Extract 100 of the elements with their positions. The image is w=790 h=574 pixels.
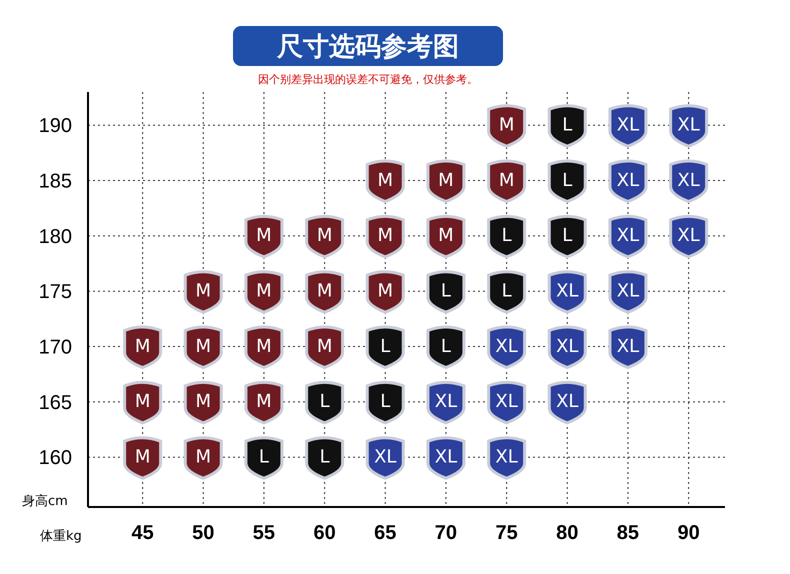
text: M <box>378 225 394 246</box>
point <box>305 380 344 424</box>
chart-title: 尺寸选码参考图 <box>276 32 459 62</box>
series-label: XL <box>616 170 640 191</box>
y-tick-label: 170 <box>38 336 72 359</box>
point <box>184 436 223 480</box>
point <box>184 380 223 424</box>
point <box>366 214 405 258</box>
text: L <box>502 280 512 302</box>
text: XL <box>434 446 458 468</box>
y-tick-label: 180 <box>38 226 72 248</box>
point <box>184 270 223 314</box>
x-axis-title: 体重kg <box>40 529 82 544</box>
y-tick-label: 185 <box>38 170 72 193</box>
text: L <box>258 446 269 468</box>
text: M <box>196 280 212 302</box>
y-axis-title: 身高cm <box>22 493 68 509</box>
point <box>366 270 405 314</box>
text: M <box>256 280 272 302</box>
text: M <box>316 225 332 246</box>
point <box>244 380 284 424</box>
text: XL <box>495 391 518 412</box>
text: XL <box>556 391 578 412</box>
y-tick-label: 165 <box>38 392 72 414</box>
text: M <box>256 391 272 412</box>
point <box>123 380 162 424</box>
point <box>244 436 284 480</box>
point <box>305 270 344 314</box>
y-tick-label: 190 <box>38 115 72 138</box>
x-tick-label: 55 <box>252 522 276 544</box>
text: L <box>562 170 572 191</box>
text: XL <box>556 336 578 357</box>
y-tick-label: 160 <box>38 447 72 470</box>
text: M <box>134 336 150 357</box>
text: M <box>438 170 454 191</box>
point <box>426 326 466 370</box>
x-tick-label: 80 <box>556 522 578 544</box>
text: M <box>256 225 272 246</box>
text: L <box>320 446 330 468</box>
text: M <box>196 446 212 468</box>
text: M <box>498 114 514 136</box>
point <box>366 160 405 204</box>
x-tick-label: 90 <box>677 522 700 544</box>
x-tick-label: 75 <box>495 522 518 544</box>
point <box>123 326 162 370</box>
y-tick-label: 175 <box>38 281 72 304</box>
text: M <box>378 280 394 302</box>
point <box>305 326 344 370</box>
text: L <box>562 225 572 246</box>
text: L <box>380 336 390 357</box>
point <box>548 214 587 258</box>
text: XL <box>495 446 518 468</box>
x-tick-label: 65 <box>374 522 396 544</box>
point <box>426 214 466 258</box>
text: M <box>196 336 212 357</box>
point <box>244 270 284 314</box>
x-tick-label: 85 <box>616 522 640 544</box>
text: XL <box>495 336 518 357</box>
text: M <box>256 336 272 357</box>
text: XL <box>434 391 458 412</box>
point <box>426 160 466 204</box>
text: M <box>438 225 454 246</box>
text: L <box>320 391 330 412</box>
point <box>244 326 284 370</box>
text: M <box>134 391 150 412</box>
text: XL <box>677 170 700 191</box>
text: XL <box>616 225 640 246</box>
point <box>487 214 526 258</box>
point <box>426 270 466 314</box>
point <box>123 436 162 480</box>
point <box>366 380 405 424</box>
text: M <box>134 446 150 468</box>
point <box>548 160 587 204</box>
text: L <box>380 391 390 412</box>
text: XL <box>616 336 640 357</box>
text: M <box>378 170 394 191</box>
point <box>244 214 284 258</box>
x-tick-label: 45 <box>131 522 154 544</box>
text: XL <box>374 446 396 468</box>
point <box>487 270 526 314</box>
text: M <box>316 280 332 302</box>
point <box>487 104 526 148</box>
x-tick-label: 70 <box>434 522 458 544</box>
text: M <box>498 170 514 191</box>
x-tick-label: 50 <box>192 522 214 544</box>
text: L <box>440 280 451 302</box>
point <box>184 326 223 370</box>
text: L <box>562 114 572 136</box>
chart-subtitle: 因个别差异出现的误差不可避免，仅供参考。 <box>258 72 478 86</box>
point <box>305 436 344 480</box>
point <box>366 326 405 370</box>
point <box>487 160 526 204</box>
text: XL <box>556 280 578 302</box>
point <box>305 214 344 258</box>
text: XL <box>616 114 640 136</box>
text: XL <box>677 114 700 136</box>
text: L <box>502 225 512 246</box>
text: XL <box>616 280 640 302</box>
text: M <box>196 391 212 412</box>
x-tick-label: 60 <box>313 522 336 544</box>
